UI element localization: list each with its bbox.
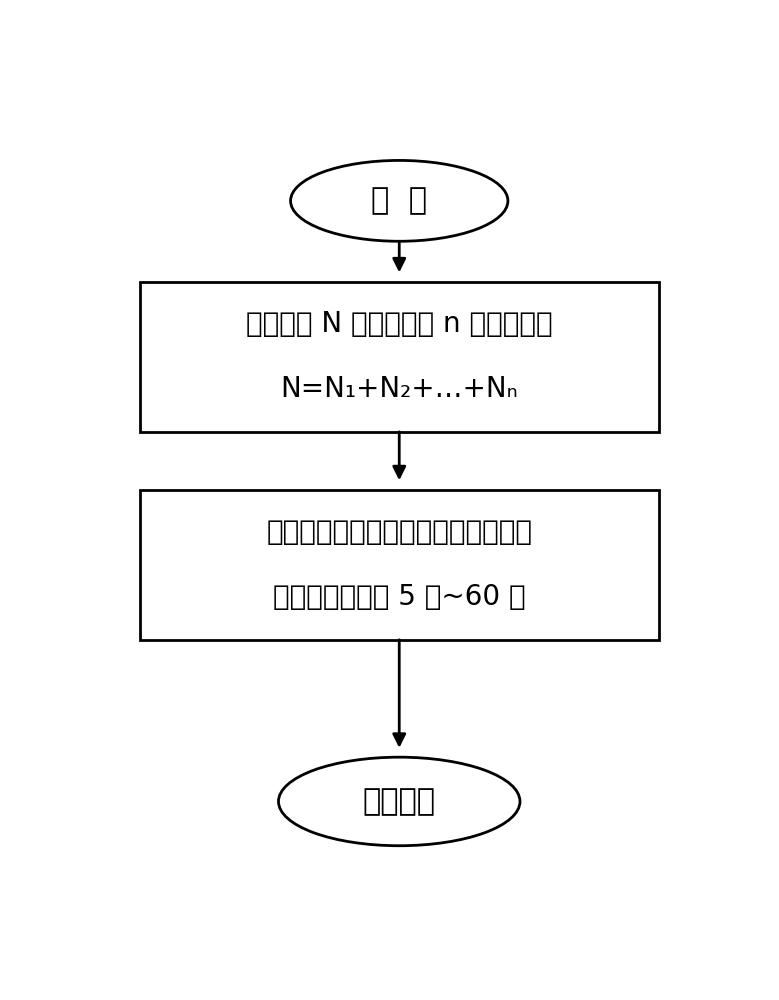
Text: 将厉度为 N 的铝膜分成 n 个部分层，: 将厉度为 N 的铝膜分成 n 个部分层， xyxy=(246,310,552,338)
Text: 退的间隔时间为 5 秒~60 秒: 退的间隔时间为 5 秒~60 秒 xyxy=(273,583,526,611)
Text: 蝇退结束: 蝇退结束 xyxy=(363,787,435,816)
Text: N=N₁+N₂+…+Nₙ: N=N₁+N₂+…+Nₙ xyxy=(280,375,518,403)
Text: 对每个部分层进行分别蝇退，分别蝇: 对每个部分层进行分别蝇退，分别蝇 xyxy=(266,518,532,546)
Text: 开  始: 开 始 xyxy=(372,186,427,215)
Bar xyxy=(139,282,659,432)
Bar xyxy=(139,490,659,640)
